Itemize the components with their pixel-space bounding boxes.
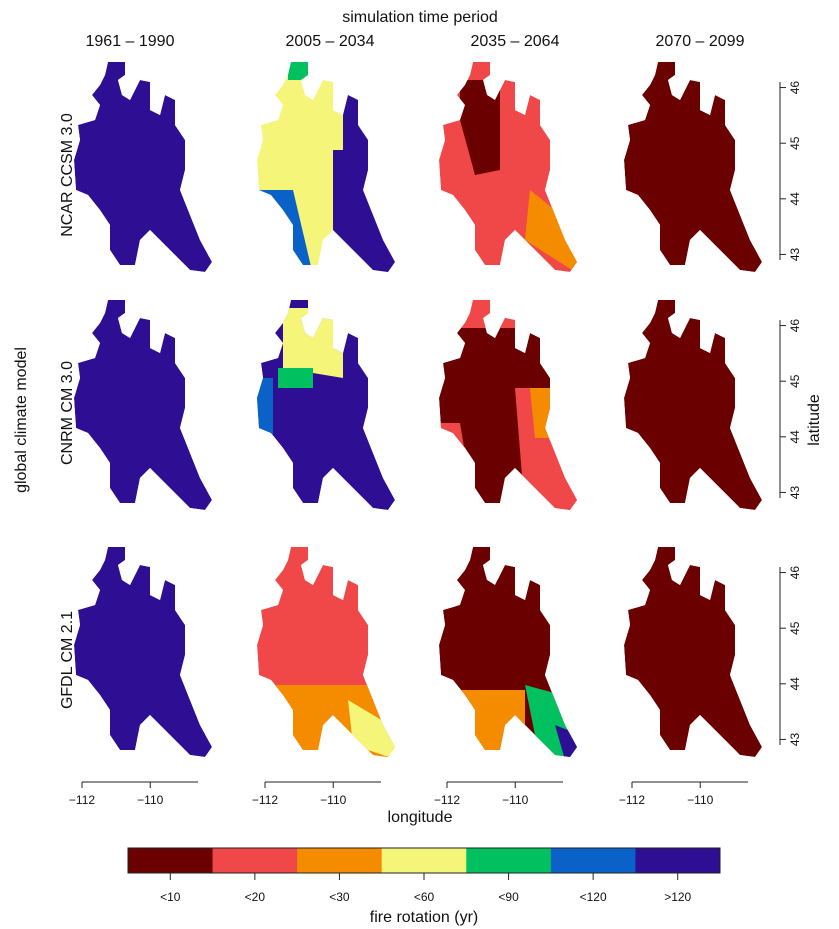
map-clip <box>439 62 577 272</box>
y-tick-label: 43 <box>788 732 802 746</box>
y-tick-label: 43 <box>788 485 802 499</box>
legend-frame <box>127 847 721 874</box>
legend-label: >120 <box>664 890 691 904</box>
map-panel <box>74 62 212 272</box>
map-panel <box>257 300 395 510</box>
column-title: 1961 – 1990 <box>86 33 175 50</box>
map-panel <box>257 547 395 757</box>
y-tick-label: 45 <box>788 374 802 388</box>
x-tick-label: −112 <box>434 793 460 807</box>
map-clip <box>257 300 395 510</box>
legend-label: <60 <box>414 890 435 904</box>
map-patch <box>343 90 373 150</box>
legend-label: <30 <box>329 890 350 904</box>
x-tick-label: −110 <box>320 793 346 807</box>
map-panel <box>257 62 395 272</box>
map-clip <box>439 300 577 510</box>
map-region <box>624 300 762 510</box>
map-panel <box>624 62 762 272</box>
map-clip <box>624 62 762 272</box>
map-clip <box>74 300 212 510</box>
x-tick-label: −110 <box>687 793 713 807</box>
legend-swatch <box>635 848 721 873</box>
map-panel <box>74 547 212 757</box>
row-title: CNRM CM 3.0 <box>59 361 76 465</box>
row-title: GFDL CM 2.1 <box>59 611 76 709</box>
map-region <box>74 300 212 510</box>
x-axis-label: longitude <box>388 809 453 826</box>
map-clip <box>74 62 212 272</box>
y-tick-label: 44 <box>788 430 802 444</box>
legend-swatch <box>466 848 552 873</box>
x-tick-label: −110 <box>137 793 163 807</box>
map-panel <box>439 547 577 757</box>
map-region <box>624 62 762 272</box>
y-tick-label: 45 <box>788 621 802 635</box>
legend-swatch <box>297 848 383 873</box>
map-patch <box>278 368 313 388</box>
column-title: 2005 – 2034 <box>286 33 375 50</box>
map-clip <box>257 547 395 757</box>
map-clip <box>439 547 577 757</box>
x-tick-label: −110 <box>502 793 528 807</box>
map-patch <box>288 62 323 80</box>
map-patch <box>525 190 577 272</box>
map-region <box>74 62 212 272</box>
legend-label: <90 <box>498 890 519 904</box>
map-clip <box>257 62 395 272</box>
map-patch <box>439 690 525 757</box>
x-tick-label: −112 <box>252 793 278 807</box>
map-clip <box>74 547 212 757</box>
x-tick-label: −112 <box>619 793 645 807</box>
map-panel <box>624 547 762 757</box>
y-tick-label: 46 <box>788 81 802 95</box>
map-patch <box>283 308 343 378</box>
x-tick-label: −112 <box>69 793 95 807</box>
y-axis-label: latitude <box>806 394 823 446</box>
y-tick-label: 46 <box>788 319 802 333</box>
legend-label: <20 <box>245 890 266 904</box>
map-region <box>624 547 762 757</box>
map-patch <box>460 300 525 328</box>
legend-swatch <box>128 848 214 873</box>
map-region <box>74 547 212 757</box>
map-panel <box>624 300 762 510</box>
y-tick-label: 43 <box>788 247 802 261</box>
row-title: NCAR CCSM 3.0 <box>59 113 76 237</box>
map-patch <box>460 80 500 175</box>
map-clip <box>624 547 762 757</box>
map-panel <box>74 300 212 510</box>
y-tick-label: 44 <box>788 677 802 691</box>
y-tick-label: 46 <box>788 566 802 580</box>
y-tick-label: 44 <box>788 192 802 206</box>
map-panel <box>439 300 577 510</box>
map-patch <box>257 378 273 438</box>
map-patch <box>750 215 762 230</box>
legend-label: <10 <box>160 890 181 904</box>
legend-label: <120 <box>580 890 607 904</box>
map-panel <box>439 62 577 272</box>
legend-title: fire rotation (yr) <box>370 909 478 926</box>
y-tick-label: 45 <box>788 136 802 150</box>
column-title: 2035 – 2064 <box>471 33 560 50</box>
map-clip <box>624 300 762 510</box>
map-patch <box>455 580 515 685</box>
map-patch <box>530 388 550 438</box>
legend-swatch <box>212 848 298 873</box>
legend-swatch <box>550 848 636 873</box>
row-axis-label: global climate model <box>13 347 30 493</box>
title: simulation time period <box>342 9 498 26</box>
legend-swatch <box>381 848 467 873</box>
column-title: 2070 – 2099 <box>656 33 745 50</box>
map-patch <box>333 150 395 272</box>
